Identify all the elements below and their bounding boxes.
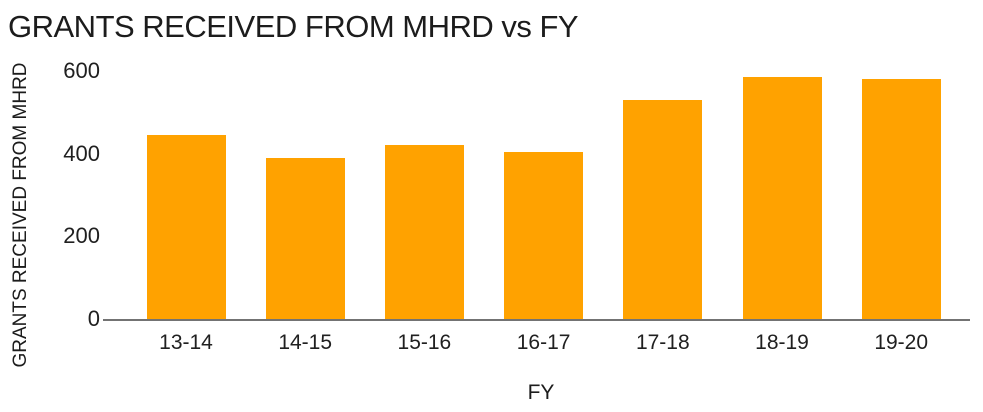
- y-axis-title: GRANTS RECEIVED FROM MHRD: [10, 62, 31, 368]
- x-tick-label: 15-16: [397, 331, 452, 354]
- bar-14-15: [265, 158, 345, 319]
- x-tick-label: 19-20: [874, 331, 929, 354]
- bar-18-19: [742, 77, 822, 319]
- bar-19-20: [861, 79, 941, 319]
- chart-title: GRANTS RECEIVED FROM MHRD vs FY: [8, 9, 579, 44]
- y-tick-label: 600: [63, 58, 100, 83]
- plot-area: [103, 71, 970, 321]
- x-axis-title: FY: [527, 381, 555, 404]
- y-tick-label: 0: [87, 306, 100, 331]
- y-tick-label: 200: [63, 223, 100, 249]
- x-axis-line: [103, 319, 970, 321]
- x-tick-label: 14-15: [278, 331, 333, 354]
- bar-17-18: [623, 100, 703, 319]
- x-tick-label: 16-17: [516, 331, 571, 354]
- y-tick-label: 400: [63, 140, 100, 166]
- x-tick-label: 18-19: [755, 331, 809, 354]
- bar-13-14: [146, 135, 226, 319]
- bar-15-16: [384, 145, 464, 319]
- x-tick-label: 17-18: [635, 331, 690, 354]
- x-tick-label: 13-14: [159, 331, 213, 354]
- bar-16-17: [504, 152, 584, 319]
